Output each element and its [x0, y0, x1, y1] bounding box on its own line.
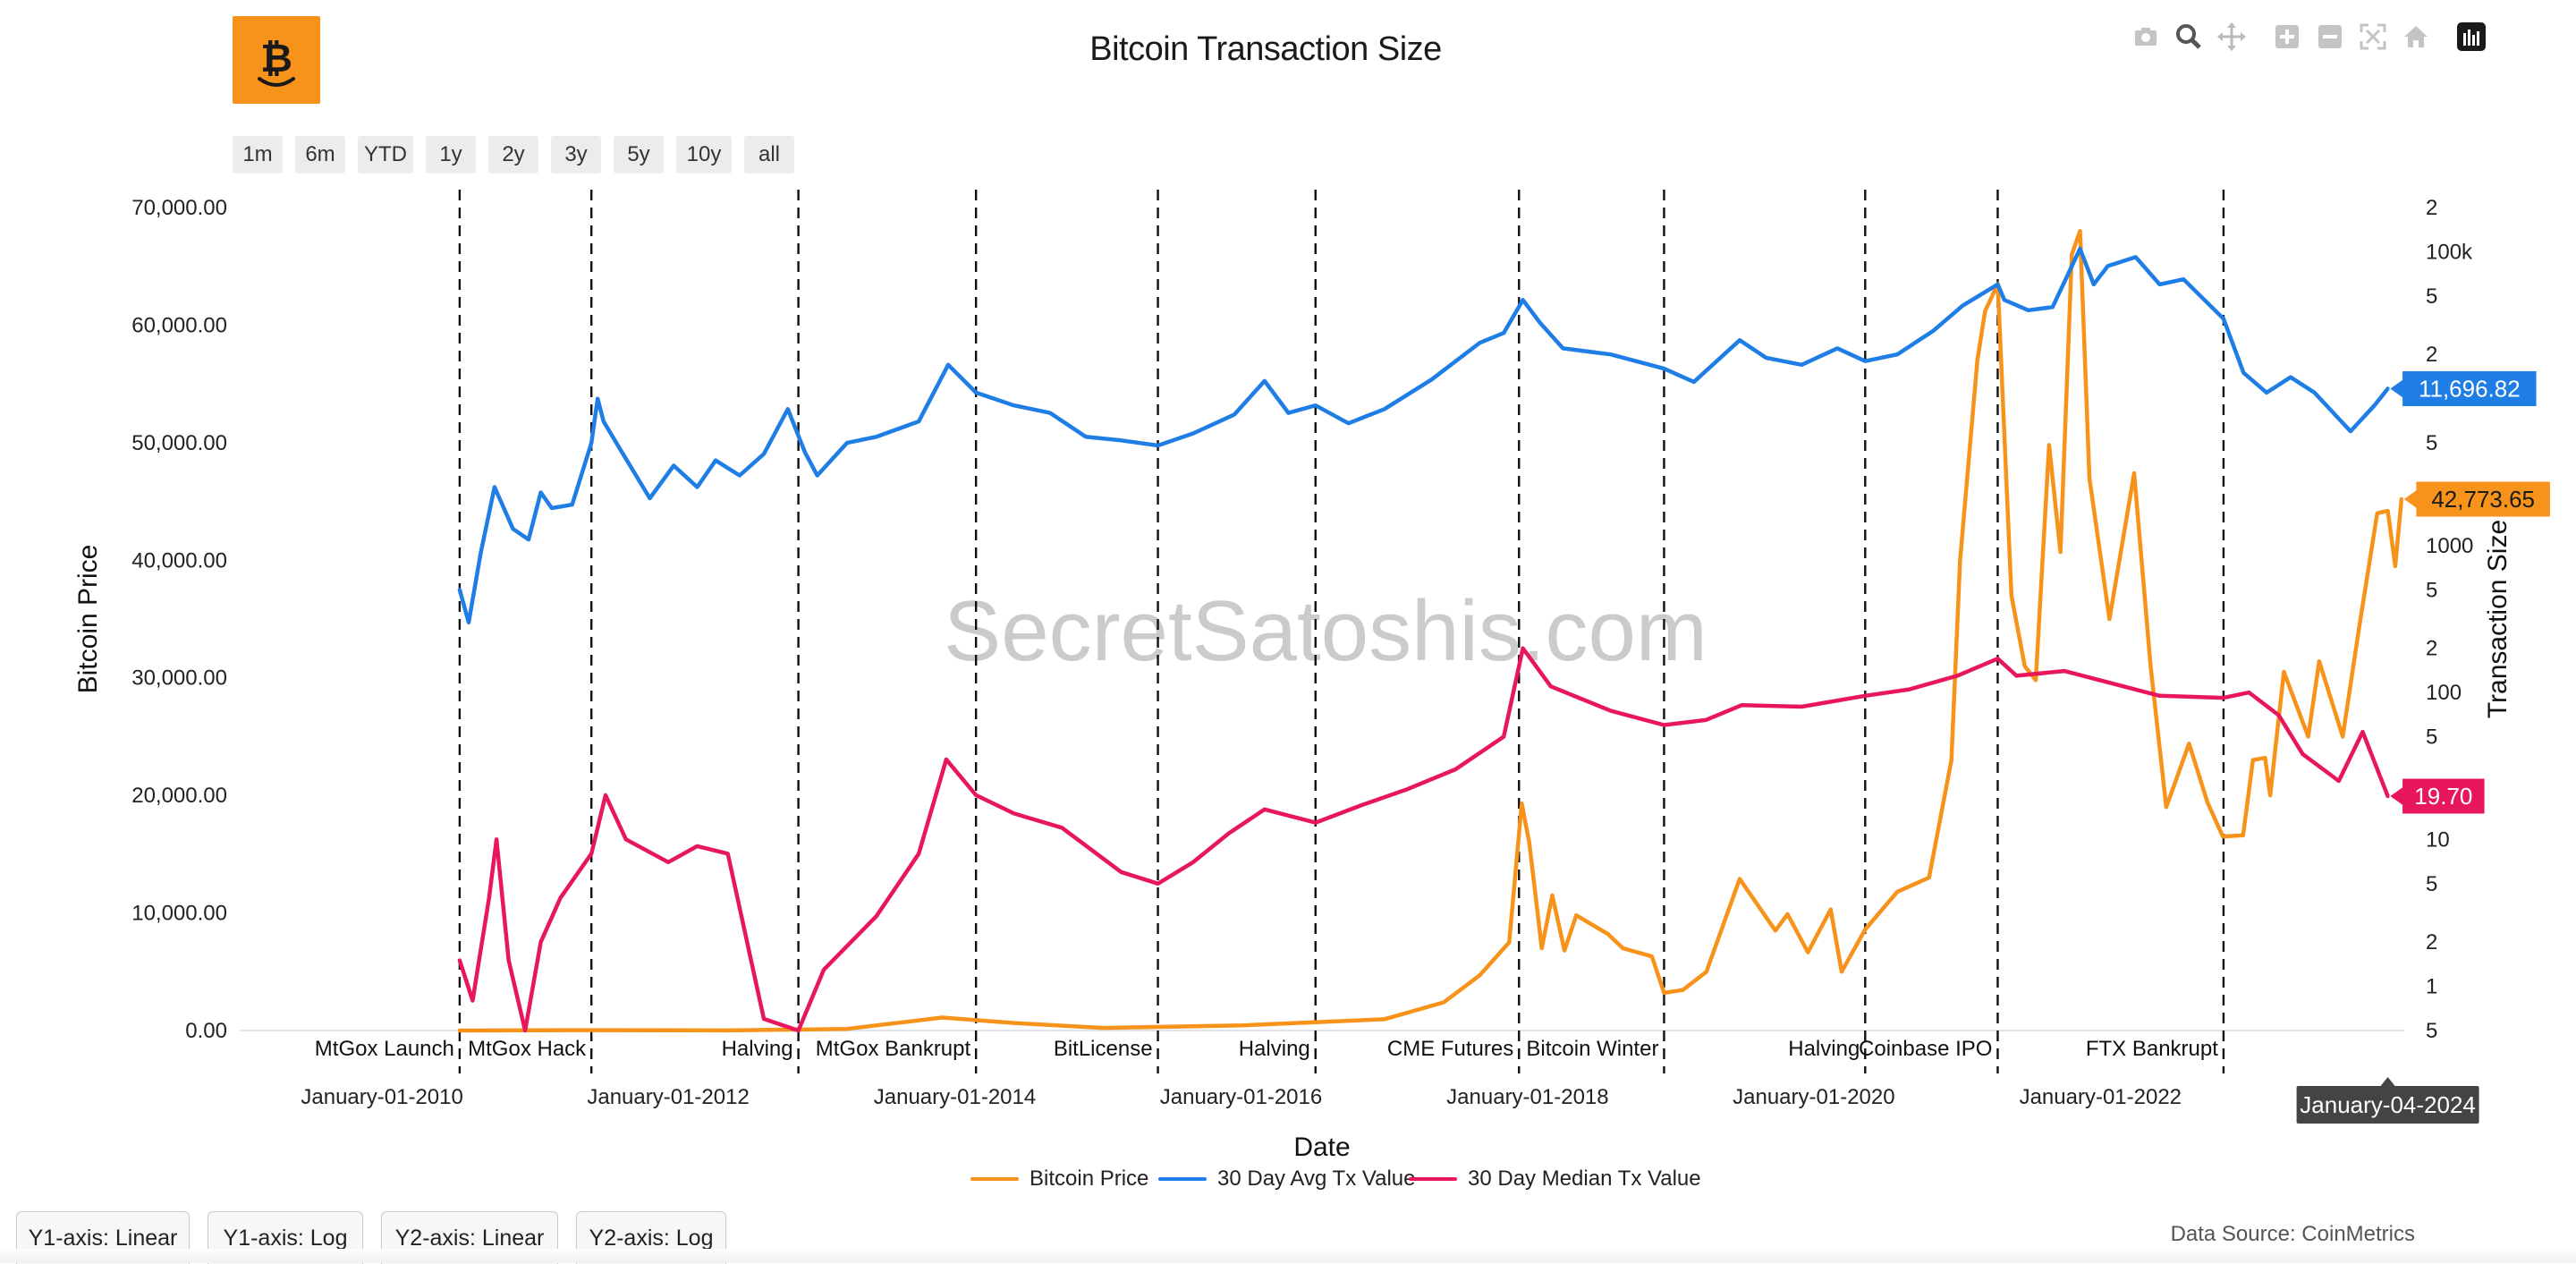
range-button-1m[interactable]: 1m: [233, 136, 283, 174]
hover-box: [2402, 480, 2551, 518]
x-tick-label: January-01-2018: [1446, 1085, 1608, 1109]
y2-tick-label: 5: [2426, 284, 2437, 309]
y1-tick-label: 20,000.00: [131, 784, 227, 808]
y1-tick-label: 10,000.00: [131, 902, 227, 926]
bottom-shadow: [0, 1249, 2576, 1263]
zoom-icon[interactable]: [2172, 20, 2206, 54]
y1-tick-label: 0.00: [185, 1019, 227, 1043]
home-icon[interactable]: [2399, 20, 2433, 54]
y2-tick-label: 1: [2426, 975, 2437, 999]
series-line-bitcoin-price: [457, 229, 2404, 1033]
legend-item-bitcoin-price[interactable]: Bitcoin Price: [970, 1161, 1148, 1197]
hover-date-pointer: [2380, 1077, 2395, 1086]
x-tick-label: January-01-2016: [1160, 1085, 1322, 1109]
y1-tick-label: 60,000.00: [131, 313, 227, 337]
bitcoin-smile-logo-icon: ₿: [258, 36, 295, 87]
chart-svg: 0.00 10,000.00 20,000.00 30,000.00 40,000.00…: [73, 190, 2551, 1162]
hover-date-box: [2296, 1086, 2479, 1124]
y2-tick-label: 5: [2426, 578, 2437, 602]
hover-label-bitcoin-price: 42,773.65: [2402, 480, 2551, 518]
y2-tick-label: 2: [2426, 196, 2437, 220]
series-line-30-day-avg-tx-value: [457, 246, 2390, 625]
event-label-bitcoin-winter: Bitcoin Winter: [1526, 1037, 1658, 1061]
range-button-all[interactable]: all: [744, 136, 794, 174]
x-tick-label: January-01-2014: [874, 1085, 1036, 1109]
pan-icon[interactable]: [2215, 20, 2249, 54]
legend-label: Bitcoin Price: [1030, 1166, 1149, 1191]
event-label-mtgox-hack: MtGox Hack: [468, 1037, 587, 1061]
hover-box: [2388, 369, 2538, 407]
hover-label-30-day-avg-tx-value: 11,696.82: [2388, 369, 2538, 407]
hover-date-text: January-04-2024: [2300, 1091, 2476, 1118]
y1-tick-label: 30,000.00: [131, 666, 227, 691]
range-button-10y[interactable]: 10y: [676, 136, 732, 174]
plotly-logo-icon[interactable]: [2454, 20, 2488, 54]
y2-tick-label: 5: [2426, 872, 2437, 896]
chart-title: Bitcoin Transaction Size: [1089, 30, 1442, 68]
legend-swatch: [1158, 1177, 1207, 1181]
x-tick-label: January-01-2010: [301, 1085, 462, 1109]
y2-tick-label: 5: [2426, 1019, 2437, 1043]
y2-tick-label: 10: [2426, 827, 2450, 852]
legend-item-30-day-avg-tx-value[interactable]: 30 Day Avg Tx Value: [1158, 1161, 1415, 1197]
zoom-out-icon[interactable]: [2313, 20, 2347, 54]
range-button-2y[interactable]: 2y: [488, 136, 538, 174]
hover-label-30-day-median-tx-value: 19.70: [2388, 777, 2486, 815]
event-label-halving: Halving: [1788, 1037, 1860, 1061]
y2-tick-label: 2: [2426, 930, 2437, 954]
range-button-5y[interactable]: 5y: [614, 136, 664, 174]
y2-axis-title: Transaction Size: [2483, 520, 2512, 718]
hover-value: 11,696.82: [2419, 375, 2521, 402]
legend-label: 30 Day Avg Tx Value: [1217, 1166, 1416, 1191]
legend-swatch: [1409, 1177, 1457, 1181]
event-label-coinbase-ipo: Coinbase IPO: [1859, 1037, 1992, 1061]
y2-tick-label: 100: [2426, 681, 2462, 705]
y2-tick-label: 5: [2426, 725, 2437, 750]
camera-icon[interactable]: [2129, 20, 2163, 54]
y1-tick-label: 50,000.00: [131, 431, 227, 455]
hover-value: 19.70: [2414, 783, 2472, 810]
series-line-30-day-median-tx-value: [457, 646, 2390, 1033]
range-button-6m[interactable]: 6m: [295, 136, 345, 174]
y1-axis-title: Bitcoin Price: [73, 545, 103, 694]
legend-swatch: [970, 1177, 1019, 1181]
x-tick-label: January-01-2020: [1733, 1085, 1894, 1109]
autoscale-icon[interactable]: [2356, 20, 2390, 54]
y1-tick-label: 70,000.00: [131, 196, 227, 220]
y2-tick-label: 100k: [2426, 240, 2473, 264]
range-button-1y[interactable]: 1y: [426, 136, 476, 174]
hover-date-label: January-04-2024: [2296, 1077, 2479, 1124]
y2-tick-label: 2: [2426, 343, 2437, 367]
legend-item-30-day-median-tx-value[interactable]: 30 Day Median Tx Value: [1409, 1161, 1701, 1197]
x-tick-label: January-01-2022: [2020, 1085, 2182, 1109]
data-source: Data Source: CoinMetrics: [2170, 1222, 2415, 1246]
zoom-in-icon[interactable]: [2270, 20, 2304, 54]
legend-label: 30 Day Median Tx Value: [1468, 1166, 1701, 1191]
range-button-ytd[interactable]: YTD: [358, 136, 413, 174]
y1-tick-label: 40,000.00: [131, 548, 227, 573]
event-label-halving: Halving: [722, 1037, 793, 1061]
y2-tick-label: 2: [2426, 637, 2437, 661]
event-label-bitlicense: BitLicense: [1054, 1037, 1153, 1061]
x-axis-title: Date: [1293, 1133, 1350, 1162]
range-button-3y[interactable]: 3y: [551, 136, 601, 174]
event-label-halving: Halving: [1239, 1037, 1310, 1061]
event-label-ftx-bankrupt: FTX Bankrupt: [2086, 1037, 2218, 1061]
y2-tick-label: 5: [2426, 431, 2437, 455]
watermark-text: SecretSatoshis.com: [944, 583, 1707, 679]
svg-text:₿: ₿: [260, 36, 292, 81]
site-logo: ₿: [233, 16, 320, 104]
event-label-mtgox-launch: MtGox Launch: [315, 1037, 454, 1061]
event-label-cme-futures: CME Futures: [1387, 1037, 1513, 1061]
hover-box: [2388, 777, 2486, 815]
y2-tick-label: 1000: [2426, 534, 2473, 558]
event-label-mtgox-bankrupt: MtGox Bankrupt: [816, 1037, 971, 1061]
x-tick-label: January-01-2012: [587, 1085, 749, 1109]
hover-value: 42,773.65: [2431, 486, 2535, 513]
